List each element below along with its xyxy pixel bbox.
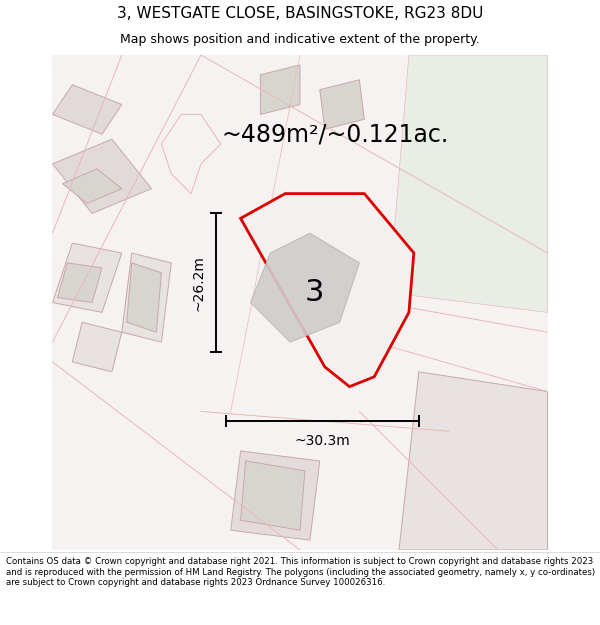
Polygon shape xyxy=(320,80,364,129)
Polygon shape xyxy=(399,372,548,550)
Text: ~30.3m: ~30.3m xyxy=(295,434,350,448)
Polygon shape xyxy=(389,55,548,312)
Text: 3, WESTGATE CLOSE, BASINGSTOKE, RG23 8DU: 3, WESTGATE CLOSE, BASINGSTOKE, RG23 8DU xyxy=(117,6,483,21)
Polygon shape xyxy=(241,194,414,387)
Polygon shape xyxy=(62,169,122,204)
Polygon shape xyxy=(122,253,172,342)
Polygon shape xyxy=(241,461,305,530)
Text: Map shows position and indicative extent of the property.: Map shows position and indicative extent… xyxy=(120,33,480,46)
Polygon shape xyxy=(58,263,102,302)
Polygon shape xyxy=(52,85,122,134)
Polygon shape xyxy=(260,65,300,114)
Polygon shape xyxy=(161,114,221,194)
Polygon shape xyxy=(251,233,359,342)
Polygon shape xyxy=(127,263,161,332)
Text: ~26.2m: ~26.2m xyxy=(191,255,206,311)
Polygon shape xyxy=(72,322,122,372)
Text: 3: 3 xyxy=(305,278,325,307)
Polygon shape xyxy=(52,139,151,213)
Polygon shape xyxy=(52,243,122,312)
Text: Contains OS data © Crown copyright and database right 2021. This information is : Contains OS data © Crown copyright and d… xyxy=(6,558,595,588)
Text: ~489m²/~0.121ac.: ~489m²/~0.121ac. xyxy=(221,122,448,146)
Polygon shape xyxy=(230,451,320,540)
